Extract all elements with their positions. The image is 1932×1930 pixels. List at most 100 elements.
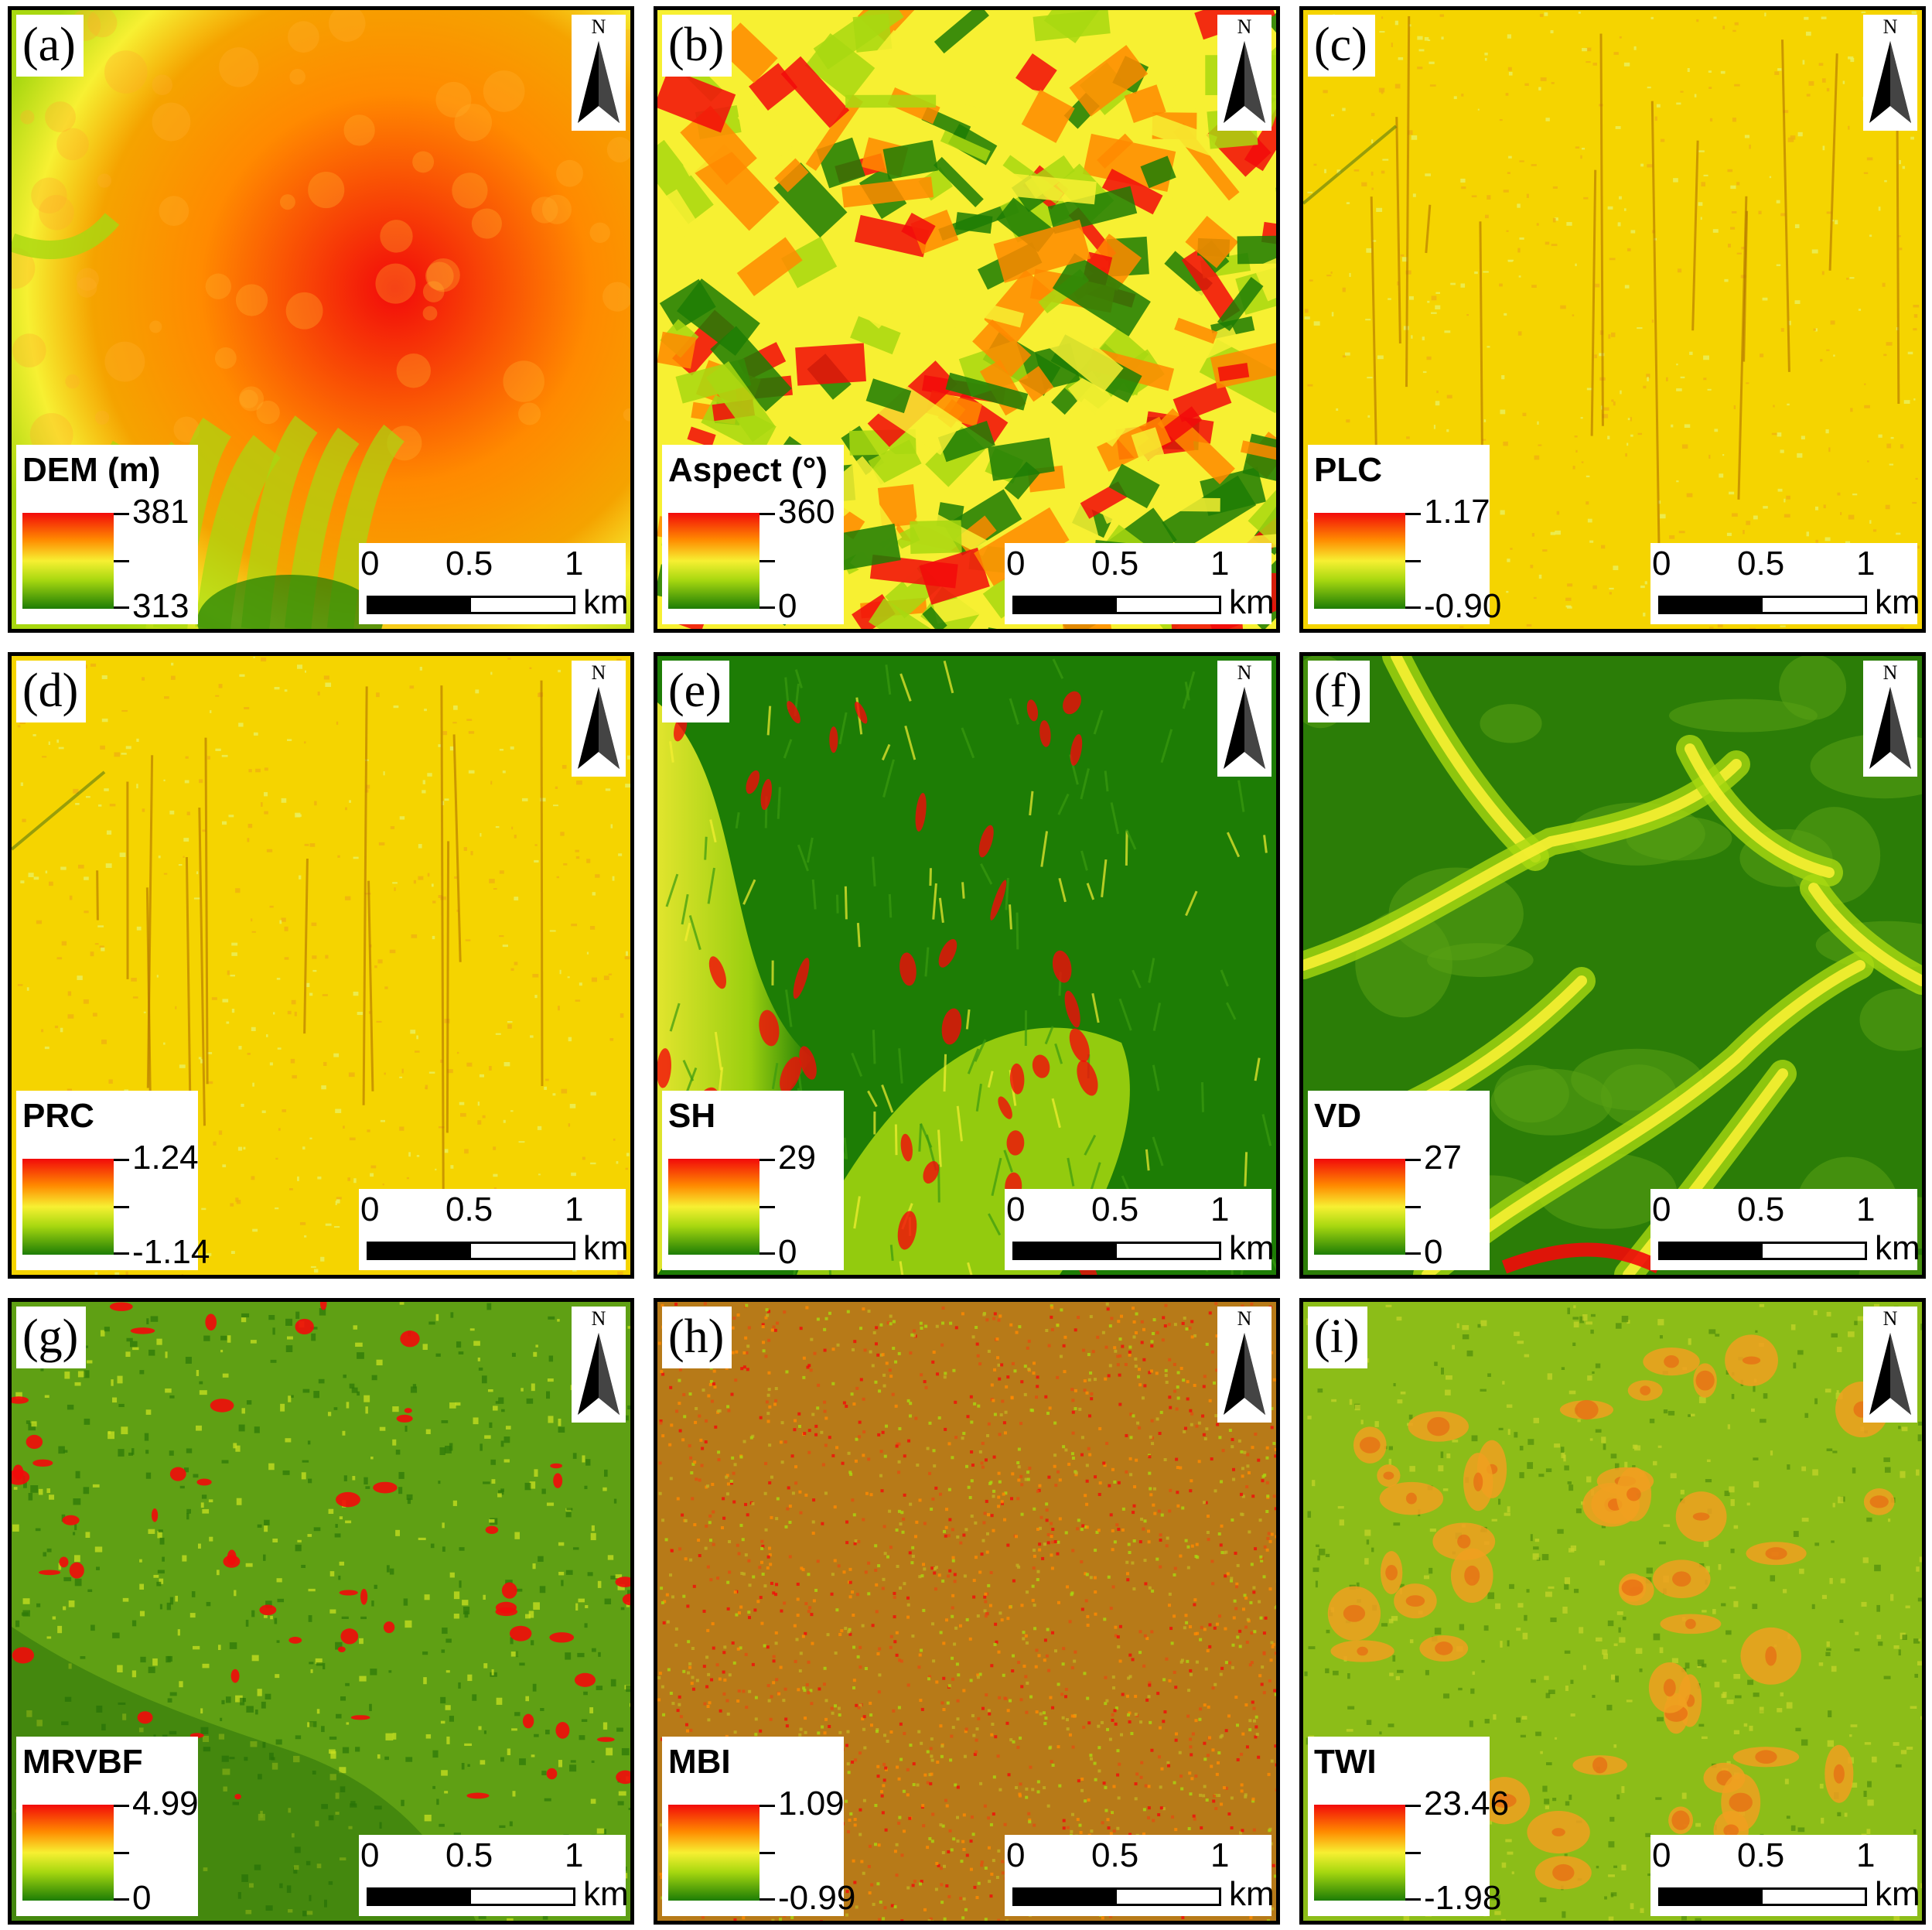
color-ramp [22, 1159, 114, 1255]
legend: DEM (m) 381 313 [16, 445, 198, 625]
legend-min-value: -0.90 [1424, 587, 1502, 625]
legend-title: SH [668, 1097, 716, 1135]
scale-tick-0: 0 [1652, 545, 1671, 582]
north-arrow: N [1217, 661, 1272, 777]
panel-letter: (h) [662, 1307, 732, 1368]
legend: MBI 1.09 -0.99 [662, 1737, 855, 1917]
north-label: N [592, 661, 606, 684]
legend-max-value: 1.24 [132, 1139, 199, 1177]
north-arrow-icon: N [1224, 1307, 1265, 1415]
scale-unit: km [1229, 1875, 1275, 1913]
north-label: N [1883, 661, 1898, 684]
legend-title: Aspect (°) [668, 451, 828, 489]
scale-unit: km [1875, 583, 1920, 621]
color-ramp [668, 513, 759, 609]
panel-letter: (c) [1308, 15, 1375, 77]
map-panel-b: (b) N Aspect (°) 360 0 0 0.5 1 km [654, 6, 1280, 633]
scale-bar: 0 0.5 1 km [1005, 1835, 1275, 1916]
north-arrow: N [572, 1307, 626, 1423]
map-panel-e: (e) N SH 29 0 0 0.5 1 km [654, 652, 1280, 1279]
legend: SH 29 0 [662, 1091, 844, 1271]
color-ramp [1314, 513, 1405, 609]
map-panel-h: (h) N MBI 1.09 -0.99 0 0.5 1 km [654, 1298, 1280, 1925]
north-arrow-icon: N [578, 661, 620, 769]
scale-tick-0: 0 [360, 1836, 380, 1874]
north-arrow-icon: N [1224, 661, 1265, 769]
scale-tick-half: 0.5 [445, 545, 493, 582]
legend-title: VD [1314, 1097, 1362, 1135]
legend-max-value: 381 [132, 493, 189, 531]
north-label: N [1237, 1307, 1252, 1330]
legend-min-value: 0 [778, 587, 797, 625]
scale-tick-0: 0 [360, 1190, 380, 1228]
legend: VD 27 0 [1308, 1091, 1490, 1271]
legend-min-value: 0 [778, 1233, 797, 1271]
scale-tick-half: 0.5 [1091, 545, 1139, 582]
panel-letter: (f) [1308, 661, 1370, 722]
north-arrow-icon: N [1869, 15, 1911, 123]
legend-title: TWI [1314, 1743, 1377, 1781]
north-arrow-icon: N [578, 1307, 620, 1415]
scale-bar: 0 0.5 1 km [359, 1835, 629, 1916]
raster-map [657, 10, 1276, 629]
panel-letter: (i) [1308, 1307, 1367, 1368]
scale-tick-1: 1 [565, 545, 584, 582]
legend-min-value: -1.98 [1424, 1879, 1502, 1917]
legend-max-value: 23.46 [1424, 1785, 1510, 1822]
scale-tick-half: 0.5 [445, 1190, 493, 1228]
legend-title: MRVBF [22, 1743, 143, 1781]
scale-bar: 0 0.5 1 km [1005, 543, 1275, 624]
scale-unit: km [583, 583, 629, 621]
scale-tick-0: 0 [1006, 545, 1026, 582]
panel-letter: (g) [16, 1307, 87, 1368]
scale-tick-0: 0 [1006, 1190, 1026, 1228]
legend-max-value: 1.17 [1424, 493, 1490, 531]
scale-bar: 0 0.5 1 km [359, 1189, 629, 1270]
scale-tick-0: 0 [1006, 1836, 1026, 1874]
legend: MRVBF 4.99 0 [16, 1737, 199, 1917]
north-arrow-icon: N [1224, 15, 1265, 123]
scale-tick-1: 1 [565, 1190, 584, 1228]
legend-min-value: 0 [1424, 1233, 1443, 1271]
scale-tick-half: 0.5 [1737, 1836, 1785, 1874]
legend-max-value: 29 [778, 1139, 816, 1177]
scale-tick-0: 0 [1652, 1190, 1671, 1228]
scale-tick-1: 1 [1210, 1190, 1230, 1228]
scale-tick-1: 1 [565, 1836, 584, 1874]
legend-max-value: 1.09 [778, 1785, 845, 1822]
legend-min-value: 0 [132, 1879, 152, 1917]
scale-unit: km [583, 1229, 629, 1267]
scale-tick-half: 0.5 [1737, 545, 1785, 582]
map-panel-c: (c) N PLC 1.17 -0.90 0 0.5 1 km [1299, 6, 1926, 633]
legend-max-value: 27 [1424, 1139, 1462, 1177]
color-ramp [668, 1159, 759, 1255]
legend: PLC 1.17 -0.90 [1308, 445, 1501, 625]
north-arrow: N [1863, 661, 1917, 777]
north-label: N [1237, 661, 1252, 684]
legend-title: PLC [1314, 451, 1382, 489]
scale-bar: 0 0.5 1 km [1005, 1189, 1275, 1270]
color-ramp [1314, 1159, 1405, 1255]
scale-bar: 0 0.5 1 km [1650, 543, 1920, 624]
scale-tick-half: 0.5 [445, 1836, 493, 1874]
map-panel-d: (d) N PRC 1.24 -1.14 0 0.5 1 km [8, 652, 634, 1279]
scale-tick-0: 0 [1652, 1836, 1671, 1874]
north-label: N [1883, 15, 1898, 38]
legend-min-value: -0.99 [778, 1879, 856, 1917]
color-ramp [22, 513, 114, 609]
scale-tick-half: 0.5 [1091, 1190, 1139, 1228]
legend-max-value: 360 [778, 493, 835, 531]
legend-title: DEM (m) [22, 451, 161, 489]
map-panel-f: (f) N VD 27 0 0 0.5 1 km [1299, 652, 1926, 1279]
panel-letter: (d) [16, 661, 87, 722]
legend-min-value: 313 [132, 587, 189, 625]
legend: TWI 23.46 -1.98 [1308, 1737, 1509, 1917]
legend-title: MBI [668, 1743, 731, 1781]
scale-bar: 0 0.5 1 km [1650, 1189, 1920, 1270]
legend: PRC 1.24 -1.14 [16, 1091, 210, 1271]
scale-unit: km [1875, 1229, 1920, 1267]
north-label: N [1883, 1307, 1898, 1330]
color-ramp [22, 1805, 114, 1901]
north-arrow-icon: N [578, 15, 620, 123]
north-label: N [592, 1307, 606, 1330]
